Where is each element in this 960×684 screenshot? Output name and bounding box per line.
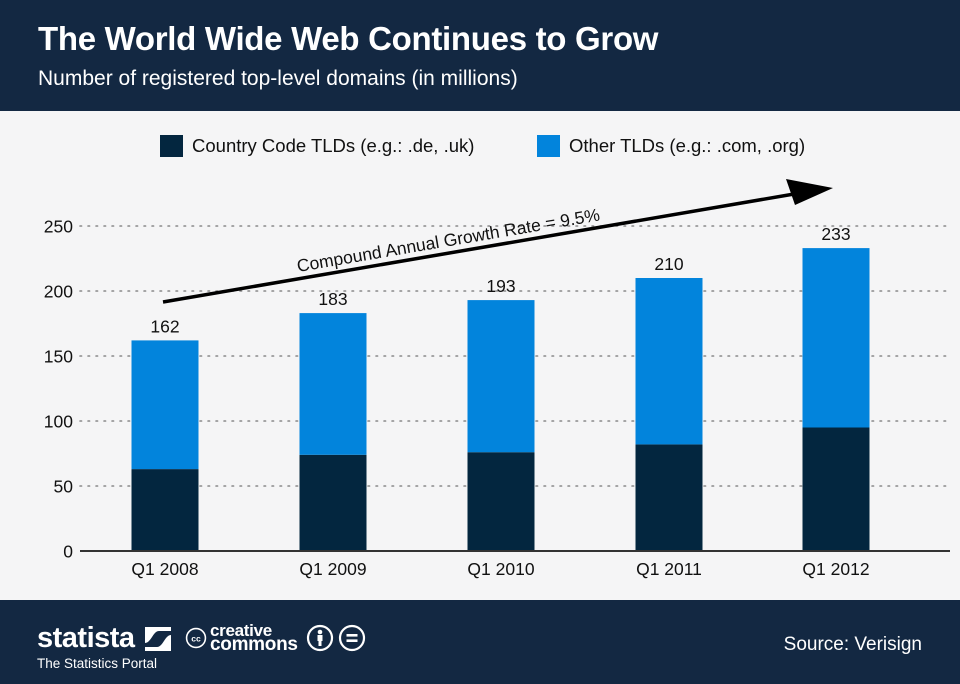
legend-label: Country Code TLDs (e.g.: .de, .uk) [192, 135, 475, 156]
bar-segment-country-code [467, 452, 535, 551]
y-tick-label: 0 [63, 542, 73, 562]
footer: statista The Statistics Portal cc creati… [0, 600, 960, 684]
legend-swatch-other [537, 135, 560, 157]
arrow-shaft [162, 191, 801, 304]
license-line-2: commons [210, 634, 298, 655]
x-tick-label: Q1 2011 [636, 559, 702, 579]
bar-stack [802, 248, 870, 551]
legend-item-other: Other TLDs (e.g.: .com, .org) [537, 135, 805, 157]
total-label: 162 [150, 316, 179, 336]
bar-segment-country-code [635, 444, 703, 551]
y-tick-label: 150 [44, 347, 73, 367]
total-label: 193 [486, 276, 515, 296]
bar-segment-other [131, 340, 199, 470]
bars [131, 248, 870, 551]
bar-stack [467, 300, 535, 551]
bar-segment-country-code [802, 427, 870, 551]
y-tick-label: 50 [54, 477, 74, 497]
y-tick-label: 200 [44, 282, 73, 302]
license-badge: cc creative commons [185, 621, 366, 655]
legend-swatch-country-code [160, 135, 183, 157]
svg-text:cc: cc [191, 634, 201, 644]
source-label: Source: Verisign [783, 634, 922, 655]
x-tick-label: Q1 2008 [131, 559, 198, 579]
bar-stack [635, 278, 703, 551]
growth-annotation: Compound Annual Growth Rate = 9.5% [295, 205, 601, 276]
statista-logo: statista [37, 622, 135, 654]
bar-stack [299, 313, 367, 551]
x-tick-label: Q1 2012 [802, 559, 869, 579]
x-tick-label: Q1 2010 [467, 559, 534, 579]
x-tick-label: Q1 2009 [299, 559, 366, 579]
header: The World Wide Web Continues to Grow Num… [0, 0, 960, 111]
bar-stack [131, 340, 199, 551]
statista-wave-icon [145, 627, 171, 651]
license-line-1: creative [210, 621, 272, 640]
arrow-up-right-icon [786, 179, 833, 205]
y-tick-label: 100 [44, 412, 73, 432]
bar-segment-other [467, 300, 535, 453]
attribution-icon [306, 624, 333, 652]
total-label: 210 [654, 254, 683, 274]
bar-segment-country-code [131, 469, 199, 551]
cc-icon: cc [185, 627, 207, 649]
bar-segment-other [802, 248, 870, 428]
creative-commons-text: creative commons [210, 621, 298, 655]
total-label: 183 [318, 289, 347, 309]
total-labels: 162 183 193 210 233 [150, 224, 850, 336]
y-tick-label: 250 [44, 217, 73, 237]
legend-label: Other TLDs (e.g.: .com, .org) [569, 135, 806, 156]
chart-title: The World Wide Web Continues to Grow [38, 20, 659, 57]
total-label: 233 [821, 224, 850, 244]
legend-item-country-code: Country Code TLDs (e.g.: .de, .uk) [160, 135, 474, 157]
statista-tagline: The Statistics Portal [37, 656, 158, 671]
chart-subtitle: Number of registered top-level domains (… [38, 67, 518, 90]
bar-segment-other [635, 278, 703, 445]
y-axis-ticks: 0 50 100 150 200 250 [44, 217, 73, 562]
x-axis-ticks: Q1 2008 Q1 2009 Q1 2010 Q1 2011 Q1 2012 [131, 559, 869, 579]
bar-segment-country-code [299, 454, 367, 551]
bar-segment-other [299, 313, 367, 455]
legend: Country Code TLDs (e.g.: .de, .uk) Other… [0, 135, 960, 161]
no-derivatives-icon [338, 624, 365, 652]
